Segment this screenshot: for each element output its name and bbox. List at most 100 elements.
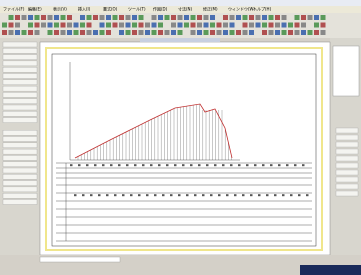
tool-button — [165, 30, 170, 35]
tool-button — [178, 23, 183, 28]
menu-item[interactable]: 寸法(N) — [178, 6, 193, 12]
menu-item[interactable]: 編集(E) — [28, 6, 42, 12]
tool-button — [152, 15, 157, 20]
tool-button — [249, 30, 254, 35]
menu-item[interactable]: ファイル(F) — [3, 7, 25, 12]
table-entry — [158, 164, 161, 166]
table-entry — [130, 194, 133, 196]
menu-item[interactable]: 挿入(I) — [78, 6, 91, 12]
table-entry — [306, 194, 309, 196]
tool-button — [197, 30, 202, 35]
table-entry — [230, 164, 233, 166]
tool-button — [275, 15, 280, 20]
table-entry — [170, 194, 173, 196]
table-entry — [210, 194, 213, 196]
tool-button — [15, 30, 20, 35]
menu-item[interactable]: 作図(D) — [153, 6, 168, 12]
tool-button — [74, 30, 79, 35]
tool-button — [139, 23, 144, 28]
tool-button — [288, 30, 293, 35]
tool-button — [3, 99, 37, 104]
tool-button — [22, 30, 27, 35]
menu-item[interactable]: ヘルプ(H) — [253, 6, 272, 12]
tool-button — [236, 30, 241, 35]
table-entry — [246, 164, 249, 166]
tool-button — [243, 15, 248, 20]
table-entry — [174, 164, 177, 166]
tool-button — [295, 15, 300, 20]
tool-button — [22, 15, 27, 20]
tool-button — [3, 92, 37, 97]
table-entry — [254, 164, 257, 166]
tool-button — [197, 23, 202, 28]
tool-button — [54, 23, 59, 28]
table-entry — [154, 194, 157, 196]
tool-button — [3, 86, 37, 91]
menu-item[interactable]: ウィンドウ(W) — [228, 6, 256, 12]
tool-button — [210, 23, 215, 28]
tool-button — [158, 23, 163, 28]
tool-button — [3, 118, 37, 123]
tool-button — [87, 15, 92, 20]
tool-button — [321, 23, 326, 28]
tool-button — [119, 23, 124, 28]
table-entry — [190, 164, 193, 166]
tool-button — [3, 143, 37, 148]
tool-button — [3, 155, 37, 160]
tool-button — [145, 30, 150, 35]
tool-button — [48, 30, 53, 35]
tool-button — [165, 15, 170, 20]
tool-button — [262, 30, 267, 35]
menu-item[interactable]: 表示(V) — [53, 6, 67, 12]
tool-button — [28, 15, 33, 20]
tool-button — [54, 30, 59, 35]
menu-item[interactable]: ツール(T) — [128, 7, 146, 12]
table-entry — [110, 164, 113, 166]
table-entry — [226, 194, 229, 196]
tool-button — [152, 30, 157, 35]
table-entry — [126, 164, 129, 166]
table-entry — [194, 194, 197, 196]
tool-button — [269, 30, 274, 35]
table-entry — [82, 194, 85, 196]
tool-button — [191, 15, 196, 20]
table-entry — [118, 164, 121, 166]
tool-button — [48, 15, 53, 20]
table-entry — [186, 194, 189, 196]
tool-button — [184, 23, 189, 28]
tool-button — [171, 23, 176, 28]
menu-item[interactable]: 書式(O) — [103, 6, 118, 12]
tool-button — [3, 80, 37, 85]
tool-button — [236, 15, 241, 20]
tool-button — [41, 23, 46, 28]
tool-button — [35, 30, 40, 35]
table-entry — [102, 164, 105, 166]
tool-button — [93, 15, 98, 20]
tool-button — [3, 105, 37, 110]
tool-button — [171, 30, 176, 35]
table-entry — [202, 194, 205, 196]
tool-button — [204, 30, 209, 35]
tool-button — [210, 30, 215, 35]
tool-button — [2, 23, 7, 28]
table-entry — [150, 164, 153, 166]
table-entry — [178, 194, 181, 196]
table-entry — [166, 164, 169, 166]
tool-button — [15, 15, 20, 20]
tool-button — [178, 15, 183, 20]
table-entry — [86, 164, 89, 166]
tool-button — [132, 15, 137, 20]
table-entry — [134, 164, 137, 166]
table-entry — [262, 164, 265, 166]
tool-button — [275, 23, 280, 28]
screenshot: ファイル(F)編集(E) 表示(V) 挿入(I) 書式(O) ツール(T) 作図(D) 寸法… — [0, 0, 361, 275]
tool-button — [152, 23, 157, 28]
title-bar — [0, 0, 361, 6]
menu-item[interactable]: 修正(M) — [203, 6, 218, 12]
tool-button — [87, 23, 92, 28]
tool-button — [100, 23, 105, 28]
tool-button — [41, 15, 46, 20]
tool-button — [67, 15, 72, 20]
tool-button — [132, 23, 137, 28]
tool-button — [269, 15, 274, 20]
